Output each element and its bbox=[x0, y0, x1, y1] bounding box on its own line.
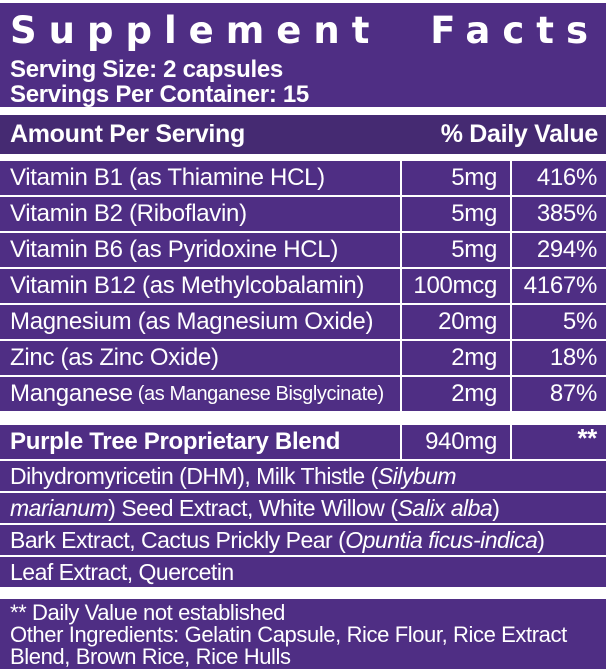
nutrient-name-note: (as Manganese Bisglycinate) bbox=[137, 382, 384, 405]
nutrient-name: Vitamin B2 (Riboflavin) bbox=[10, 200, 247, 227]
nutrient-name: Magnesium (as Magnesium Oxide) bbox=[10, 308, 374, 335]
serving-size-text: Serving Size: 2 capsules bbox=[10, 56, 283, 83]
nutrient-daily-value: 18% bbox=[510, 341, 606, 375]
nutrient-name: Vitamin B12 (as Methylcobalamin) bbox=[10, 272, 365, 299]
blend-ingredients: Dihydromyricetin (DHM), Milk Thistle (Si… bbox=[0, 461, 606, 587]
footnotes: ** Daily Value not established Other Ing… bbox=[10, 602, 596, 668]
blend-amount: 940mg bbox=[400, 425, 510, 459]
nutrient-amount: 2mg bbox=[400, 341, 510, 375]
table-row-manganese: Manganese (as Manganese Bisglycinate) 2mg… bbox=[0, 377, 606, 411]
table-row-vitamin-b1: Vitamin B1 (as Thiamine HCL) 5mg 416% bbox=[0, 161, 606, 197]
nutrient-daily-value: 5% bbox=[510, 305, 606, 339]
blend-ingredients-line: Dihydromyricetin (DHM), Milk Thistle (Si… bbox=[0, 461, 606, 493]
nutrient-table: Vitamin B1 (as Thiamine HCL) 5mg 416% Vi… bbox=[0, 161, 606, 411]
table-row-zinc: Zinc (as Zinc Oxide) 2mg 18% bbox=[0, 341, 606, 377]
separator-rule-top bbox=[0, 107, 606, 115]
table-row-vitamin-b2: Vitamin B2 (Riboflavin) 5mg 385% bbox=[0, 197, 606, 233]
nutrient-amount: 5mg bbox=[400, 161, 510, 195]
nutrient-amount: 5mg bbox=[400, 197, 510, 231]
nutrient-amount: 2mg bbox=[400, 377, 510, 411]
header-bottom-rule bbox=[0, 154, 606, 161]
table-row-magnesium: Magnesium (as Magnesium Oxide) 20mg 5% bbox=[0, 305, 606, 341]
blend-ingredients-line: Leaf Extract, Quercetin bbox=[10, 558, 234, 585]
panel-title: Supplement Facts bbox=[10, 9, 601, 52]
table-row-vitamin-b12: Vitamin B12 (as Methylcobalamin) 100mcg … bbox=[0, 269, 606, 305]
nutrient-name: Vitamin B1 (as Thiamine HCL) bbox=[10, 164, 325, 191]
proprietary-blend-row: Purple Tree Proprietary Blend 940mg ** bbox=[0, 425, 606, 461]
table-row-vitamin-b6: Vitamin B6 (as Pyridoxine HCL) 5mg 294% bbox=[0, 233, 606, 269]
other-ingredients-cutoff-text: Blend, Brown Rice, Rice Hulls bbox=[10, 644, 291, 669]
blend-name: Purple Tree Proprietary Blend bbox=[10, 428, 341, 455]
nutrient-daily-value: 385% bbox=[510, 197, 606, 231]
nutrient-amount: 20mg bbox=[400, 305, 510, 339]
blend-ingredients-line: Bark Extract, Cactus Prickly Pear (Opunt… bbox=[0, 525, 606, 557]
top-border-rule bbox=[0, 0, 606, 3]
nutrient-name: Vitamin B6 (as Pyridoxine HCL) bbox=[10, 236, 339, 263]
nutrient-amount: 100mcg bbox=[400, 269, 510, 303]
footnote-top-rule bbox=[0, 587, 606, 599]
servings-per-container-text: Servings Per Container: 15 bbox=[10, 81, 309, 108]
nutrient-daily-value: 416% bbox=[510, 161, 606, 195]
nutrient-amount: 5mg bbox=[400, 233, 510, 267]
blend-ingredients-line: marianum) Seed Extract, White Willow (Sa… bbox=[0, 493, 606, 525]
nutrient-name: Zinc (as Zinc Oxide) bbox=[10, 344, 219, 371]
other-ingredients-text: Other Ingredients: Gelatin Capsule, Rice… bbox=[10, 622, 567, 647]
serving-info: Serving Size: 2 capsules Servings Per Co… bbox=[10, 57, 596, 107]
nutrient-daily-value: 294% bbox=[510, 233, 606, 267]
nutrient-daily-value: 87% bbox=[510, 377, 606, 411]
amount-per-serving-header: Amount Per Serving bbox=[10, 120, 245, 148]
nutrient-name: Manganese (as Manganese Bisglycinate) bbox=[10, 380, 384, 407]
blend-daily-value-asterisks: ** bbox=[510, 425, 606, 459]
nutrient-daily-value: 4167% bbox=[510, 269, 606, 303]
blend-top-rule bbox=[0, 411, 606, 425]
daily-value-header: % Daily Value bbox=[440, 120, 599, 148]
table-header-row: Amount Per Serving % Daily Value bbox=[0, 115, 606, 154]
daily-value-footnote: ** Daily Value not established bbox=[10, 600, 285, 625]
